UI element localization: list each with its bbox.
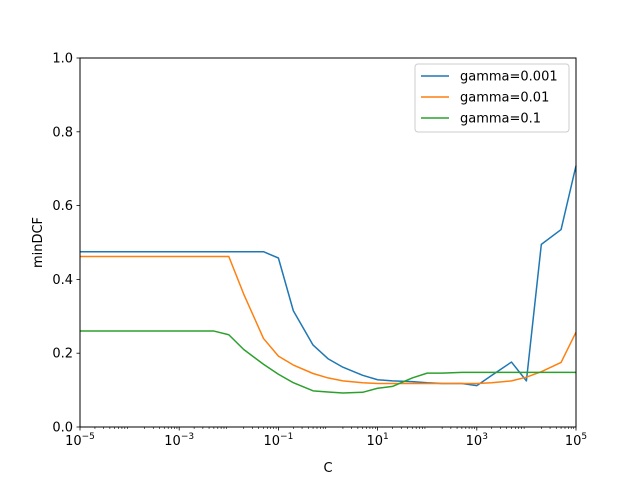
y-tick-label: 0.8	[52, 125, 73, 140]
y-tick-label: 1.0	[52, 52, 73, 67]
y-tick-label: 0.0	[52, 421, 73, 436]
legend: gamma=0.001 gamma=0.01 gamma=0.1	[415, 64, 569, 132]
legend-label-1: gamma=0.001	[460, 70, 558, 85]
y-tick-label: 0.4	[52, 273, 73, 288]
legend-label-3: gamma=0.1	[460, 112, 541, 127]
legend-label-2: gamma=0.01	[460, 91, 549, 106]
y-axis-label: minDCF	[31, 217, 46, 268]
y-tick-label: 0.6	[52, 199, 73, 214]
y-tick-label: 0.2	[52, 347, 73, 362]
x-axis-label: C	[323, 461, 332, 476]
